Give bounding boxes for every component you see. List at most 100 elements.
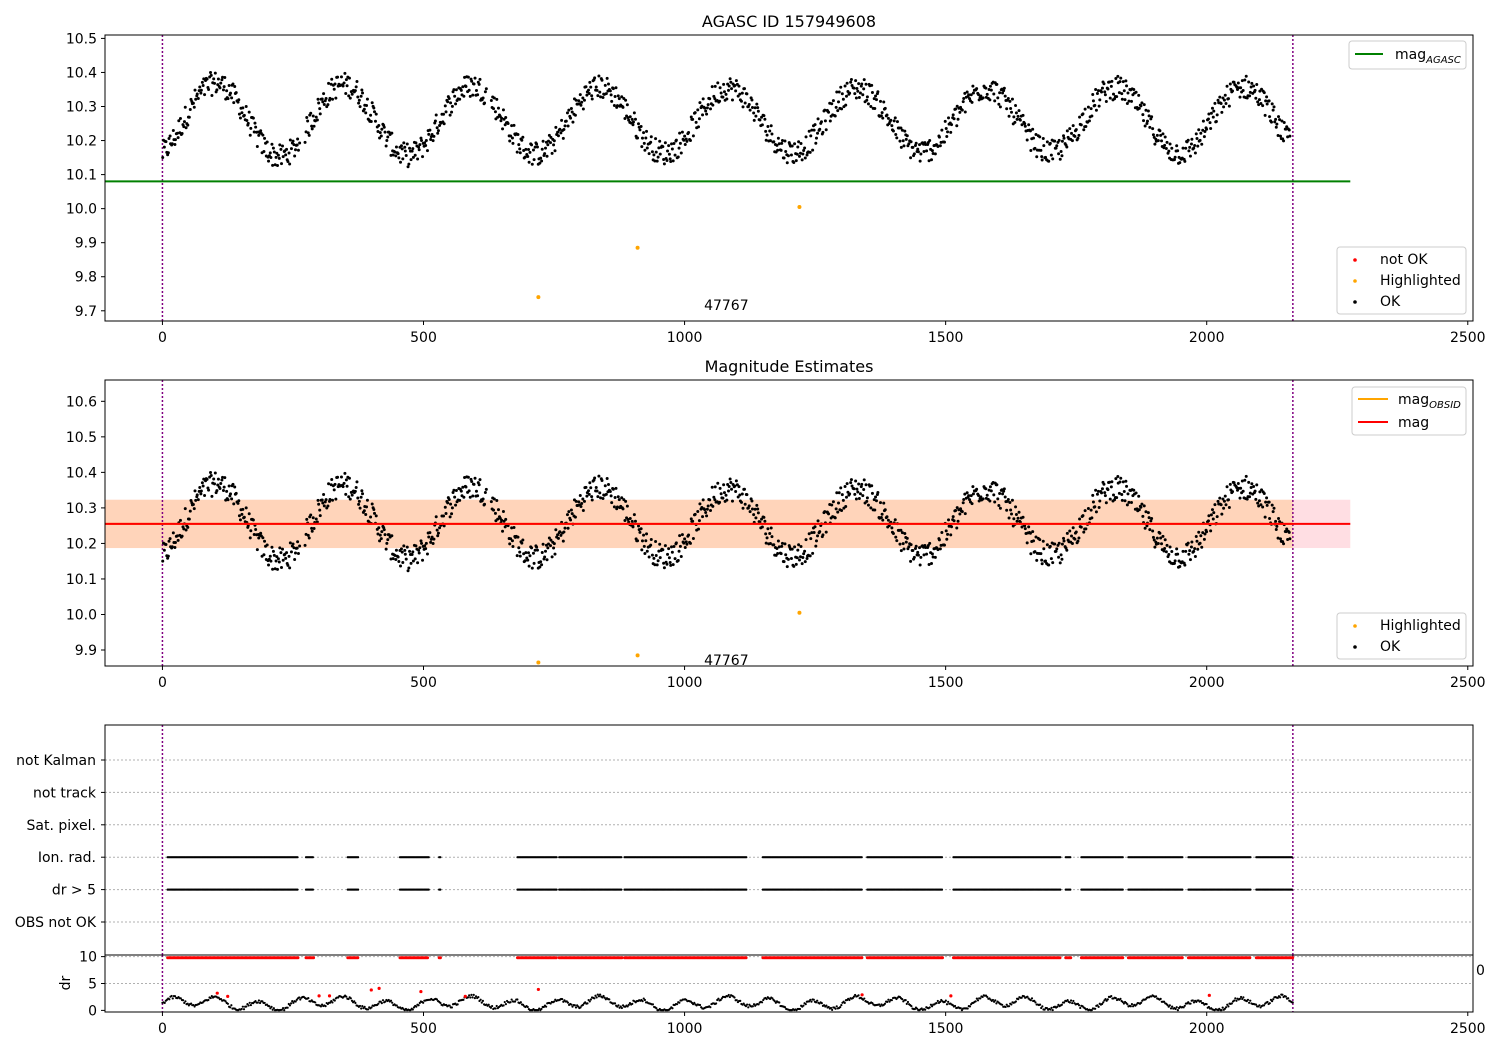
ok-point [947, 518, 951, 522]
ok-point [364, 513, 368, 517]
ok-point [813, 123, 817, 127]
ok-point [279, 147, 283, 151]
ok-point [549, 135, 553, 139]
ok-point [450, 506, 454, 510]
ok-point [543, 146, 547, 150]
ok-point [1047, 563, 1051, 567]
ok-point [944, 529, 948, 533]
ok-point [1015, 117, 1019, 121]
ok-point [237, 98, 241, 102]
panel1-annotation: 47767 [704, 298, 749, 314]
ok-point [812, 531, 816, 535]
ok-point [721, 496, 725, 500]
ok-point [644, 136, 648, 140]
ok-point [620, 496, 624, 500]
ok-point [473, 76, 477, 80]
ok-point [454, 488, 458, 492]
ok-point [977, 499, 981, 503]
ok-point [1146, 109, 1150, 113]
ok-point [956, 519, 960, 523]
ok-point [1263, 113, 1267, 117]
ok-point [1249, 486, 1253, 490]
ok-point [747, 504, 751, 508]
ok-point [713, 97, 717, 101]
ok-point [793, 545, 797, 549]
ok-point [895, 120, 899, 124]
ok-point [1264, 500, 1268, 504]
ok-point [802, 148, 806, 152]
ok-point [1065, 129, 1069, 133]
ok-point [199, 492, 203, 496]
ok-point [1114, 477, 1118, 481]
ok-point [236, 100, 240, 104]
ok-point [1170, 146, 1174, 150]
ok-point [1222, 98, 1226, 102]
ok-point [187, 517, 191, 521]
ok-point [615, 104, 619, 108]
ok-point [1127, 500, 1131, 504]
ok-point [963, 512, 967, 516]
ok-point [1228, 82, 1232, 86]
ok-point [745, 92, 749, 96]
ok-point [593, 76, 597, 80]
ok-point [587, 92, 591, 96]
ok-point [296, 551, 300, 555]
ok-point [918, 546, 922, 550]
ok-point [511, 141, 515, 145]
y-tick-label: 9.9 [75, 236, 97, 252]
ok-point [1119, 476, 1123, 480]
x-tick-label: 1000 [667, 1021, 703, 1037]
ok-point [718, 486, 722, 490]
ok-point [1209, 127, 1213, 131]
ok-point [874, 98, 878, 102]
ok-point [523, 155, 527, 159]
ok-point [603, 484, 607, 488]
ok-point [670, 142, 674, 146]
ok-point [524, 551, 528, 555]
ok-point [1164, 147, 1168, 151]
ok-point [794, 562, 798, 566]
ok-point [678, 534, 682, 538]
ok-point [662, 561, 666, 565]
ok-point [263, 136, 267, 140]
ok-point [1181, 549, 1185, 553]
ok-point [483, 502, 487, 506]
ok-point [213, 81, 217, 85]
ok-point [423, 544, 427, 548]
ok-point [249, 126, 253, 130]
ok-point [768, 542, 772, 546]
ok-point [382, 528, 386, 532]
ok-point [365, 97, 369, 101]
flag-point [296, 888, 299, 891]
ok-point [805, 153, 809, 157]
ok-point [1267, 99, 1271, 103]
ok-point [1071, 526, 1075, 530]
ok-point [961, 100, 965, 104]
ok-point [321, 100, 325, 104]
ok-point [685, 542, 689, 546]
ok-point [898, 542, 902, 546]
ok-point [768, 531, 772, 535]
legend-mag-label: mag [1398, 415, 1429, 431]
ok-point [701, 498, 705, 502]
ok-point [716, 481, 720, 485]
ok-point [1188, 549, 1192, 553]
ok-point [640, 539, 644, 543]
ok-point [171, 128, 175, 132]
ok-point [955, 506, 959, 510]
y-tick-label: 10.2 [66, 536, 97, 552]
ok-point [865, 499, 869, 503]
ok-point [713, 485, 717, 489]
ok-point [958, 512, 962, 516]
ok-point [995, 82, 999, 86]
ok-point [1139, 505, 1143, 509]
ok-point [1002, 89, 1006, 93]
ok-point [800, 562, 804, 566]
x-tick-label: 0 [158, 675, 167, 691]
ok-point [492, 96, 496, 100]
ok-point [546, 143, 550, 147]
ok-point [303, 140, 307, 144]
ok-point [548, 141, 552, 145]
